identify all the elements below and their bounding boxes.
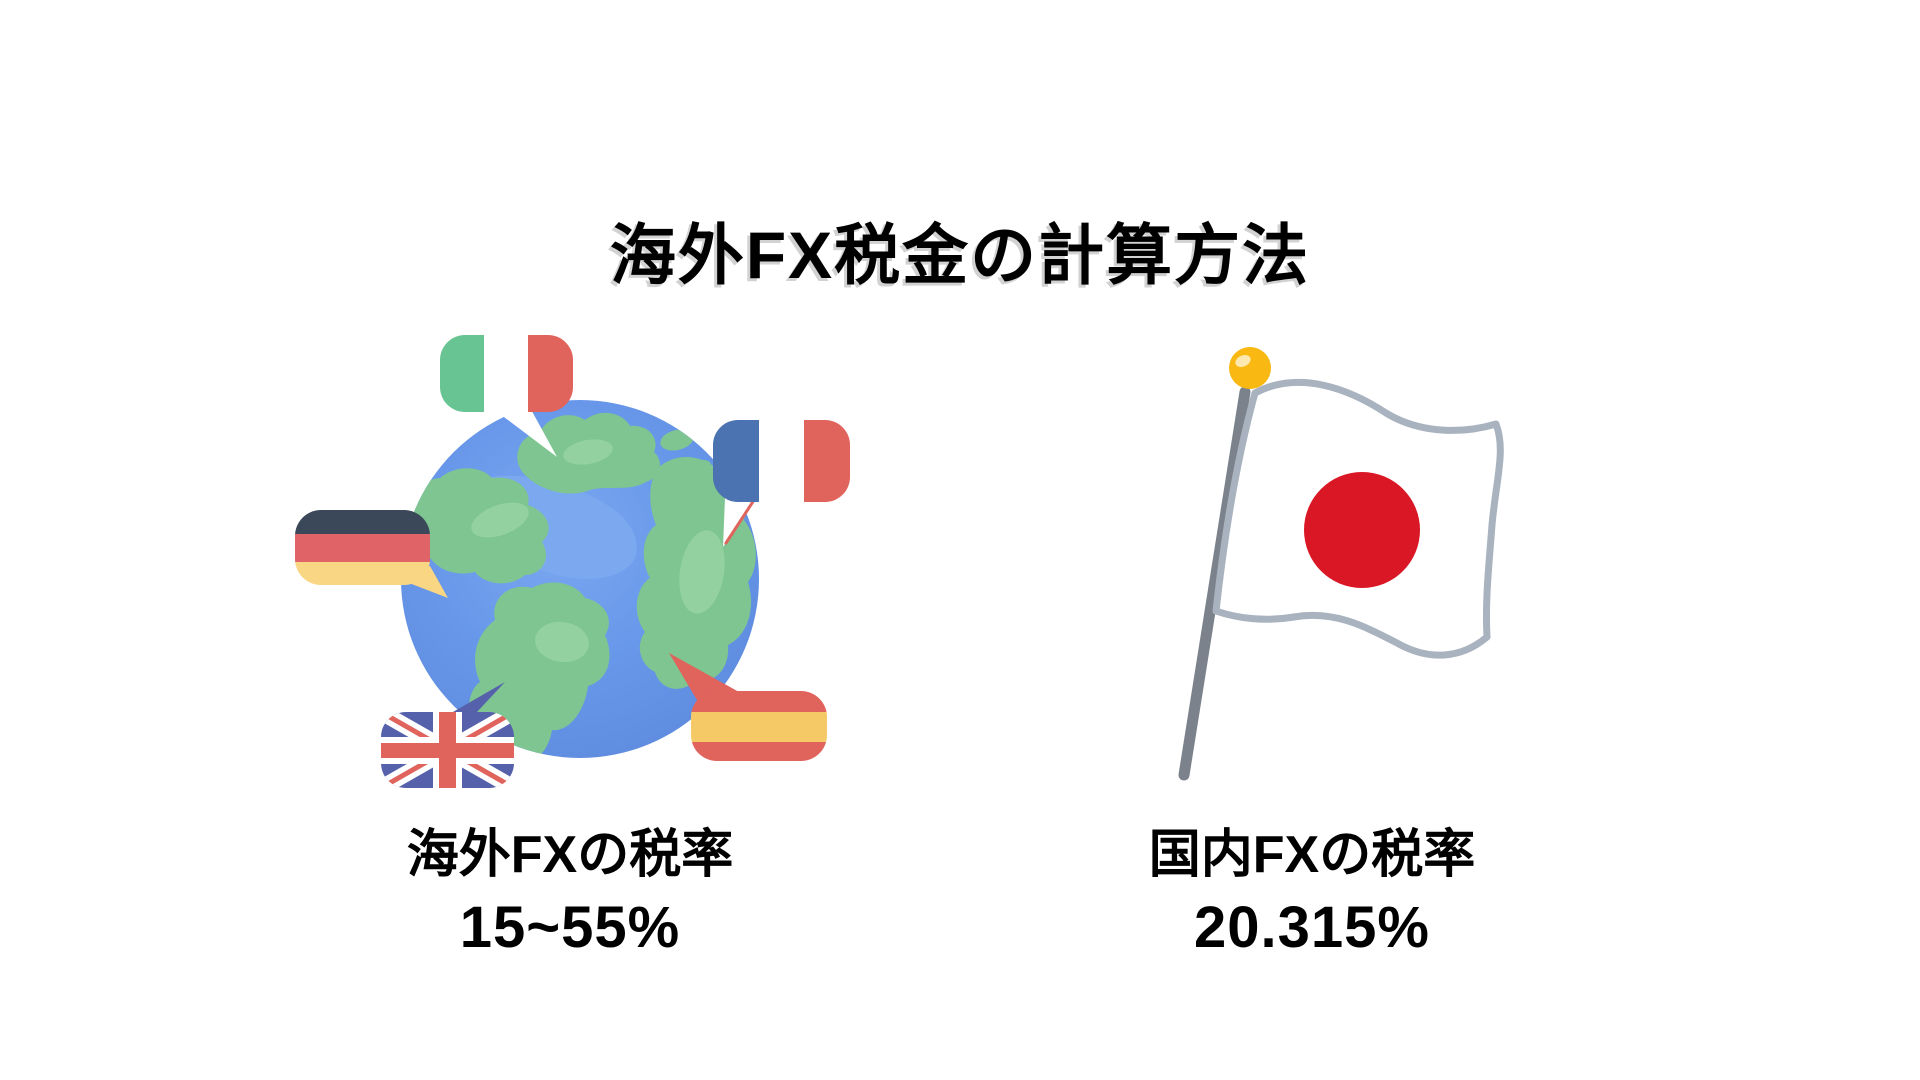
- spain-red-stripe: [691, 691, 827, 712]
- overseas-label: 海外FXの税率: [406, 826, 734, 884]
- germany-red-stripe: [295, 534, 430, 562]
- bubble-tail: [446, 682, 505, 716]
- uk-red-cross-horizontal: [381, 743, 514, 758]
- france-blue-stripe: [713, 420, 759, 502]
- spain-flag-bubble: [669, 653, 827, 761]
- overseas-value: 15~55%: [459, 895, 681, 960]
- domestic-illustration: [1130, 330, 1530, 805]
- globe-icon: [295, 335, 850, 788]
- italy-white-stripe: [484, 335, 529, 412]
- overseas-illustration: [270, 320, 860, 805]
- land-highlight: [563, 439, 613, 465]
- uk-flag-bubble: [381, 682, 514, 788]
- island: [660, 429, 694, 451]
- land-highlight: [535, 621, 589, 663]
- spain-red-stripe: [691, 742, 827, 761]
- bubble-tail: [492, 404, 557, 457]
- japan-flag-icon: [1178, 347, 1504, 781]
- domestic-label: 国内FXの税率: [1148, 826, 1476, 884]
- flag-pole: [1178, 386, 1251, 781]
- germany-gold-stripe: [295, 562, 430, 585]
- page-title: 海外FX税金の計算方法: [609, 218, 1311, 293]
- rising-sun-circle: [1304, 472, 1420, 588]
- germany-flag-bubble: [295, 510, 448, 598]
- bubble-tail-edge: [724, 495, 758, 545]
- flag-finial: [1229, 347, 1271, 389]
- france-red-stripe: [804, 420, 850, 502]
- italy-flag-bubble: [440, 335, 573, 457]
- land-highlight: [471, 502, 529, 538]
- france-flag-bubble: [713, 420, 850, 547]
- italy-green-stripe: [440, 335, 485, 412]
- spain-yellow-stripe: [691, 712, 827, 742]
- germany-black-stripe: [295, 510, 430, 534]
- italy-red-stripe: [528, 335, 573, 412]
- bubble-tail: [669, 653, 739, 700]
- domestic-value: 20.315%: [1194, 895, 1430, 960]
- land-highlight: [679, 530, 725, 614]
- finial-highlight: [1235, 354, 1251, 368]
- france-white-stripe: [759, 420, 805, 502]
